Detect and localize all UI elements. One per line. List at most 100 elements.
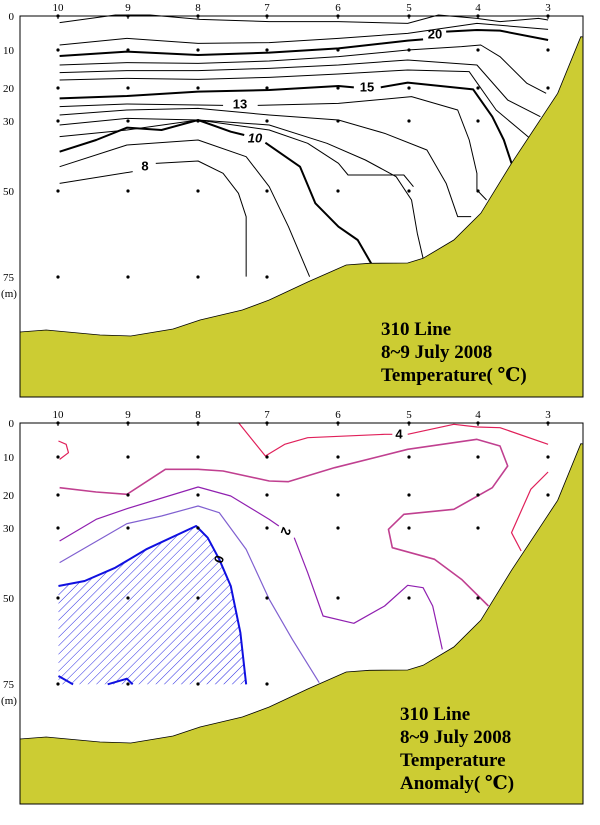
- isotherm-10-line: [60, 120, 245, 152]
- station-label: 4: [475, 409, 481, 421]
- sample-point: [407, 189, 411, 193]
- anomaly-4-line: [238, 423, 392, 456]
- isotherm-line: [60, 70, 530, 138]
- anomaly-1-line: [60, 506, 320, 683]
- sample-point: [336, 493, 340, 497]
- anomaly-2-line: [294, 538, 442, 650]
- sample-point: [407, 86, 411, 90]
- sample-point: [476, 48, 480, 52]
- sample-point: [407, 14, 411, 18]
- depth-tick-label: 0: [9, 418, 15, 430]
- contour-label: 2: [278, 525, 295, 537]
- station-label: 8: [195, 409, 201, 421]
- station-label: 8: [195, 2, 201, 14]
- contour-label: 8: [141, 158, 148, 173]
- depth-tick-label: 20: [3, 83, 15, 95]
- sample-point: [546, 421, 550, 425]
- isotherm-line: [60, 108, 472, 216]
- sample-point: [126, 14, 130, 18]
- sample-point: [265, 421, 269, 425]
- station-label: 7: [264, 409, 270, 421]
- sample-point: [56, 682, 60, 686]
- sample-point: [196, 455, 200, 459]
- anomaly-2-line: [60, 487, 279, 541]
- sample-point: [56, 596, 60, 600]
- depth-tick-label: 20: [3, 490, 15, 502]
- sample-point: [56, 493, 60, 497]
- sample-point: [336, 48, 340, 52]
- isotherm-line: [60, 118, 423, 258]
- sample-point: [196, 275, 200, 279]
- sample-point: [56, 48, 60, 52]
- sample-point: [407, 119, 411, 123]
- isotherm-20-line: [60, 39, 423, 56]
- station-label: 3: [545, 409, 551, 421]
- sample-point: [56, 526, 60, 530]
- isotherm-line: [60, 140, 310, 277]
- sample-point: [407, 48, 411, 52]
- sample-point: [196, 86, 200, 90]
- chart-title-line: 310 Line: [400, 704, 470, 725]
- station-label: 10: [53, 409, 65, 421]
- station-label: 4: [475, 2, 481, 14]
- sample-point: [336, 14, 340, 18]
- sample-point: [476, 421, 480, 425]
- seafloor: [19, 443, 584, 805]
- sample-point: [265, 189, 269, 193]
- isotherm-line: [60, 172, 133, 184]
- anomaly-4-line: [512, 472, 549, 551]
- sample-point: [407, 596, 411, 600]
- contour-label: 10: [248, 130, 263, 145]
- sample-point: [56, 86, 60, 90]
- sample-point: [126, 596, 130, 600]
- sample-point: [196, 596, 200, 600]
- sample-point: [126, 275, 130, 279]
- sample-point: [336, 421, 340, 425]
- sample-point: [196, 493, 200, 497]
- sample-point: [126, 119, 130, 123]
- sample-point: [56, 189, 60, 193]
- plot-frame: [19, 422, 584, 805]
- sample-point: [56, 14, 60, 18]
- station-label: 6: [335, 2, 341, 14]
- anomaly-4-loop-line: [58, 441, 68, 459]
- sample-point: [336, 455, 340, 459]
- sample-point: [336, 189, 340, 193]
- sample-point: [196, 682, 200, 686]
- anomaly-3-line: [60, 439, 508, 606]
- sample-point: [126, 189, 130, 193]
- chart-title-line: 310 Line: [381, 319, 451, 340]
- chart-title-line: Temperature: [400, 750, 506, 771]
- anomaly-0-line: [58, 676, 73, 684]
- sample-point: [476, 119, 480, 123]
- depth-tick-label: 10: [3, 452, 15, 464]
- station-label: 3: [545, 2, 551, 14]
- contour-label: 20: [428, 26, 442, 41]
- sample-point: [476, 526, 480, 530]
- sample-point: [476, 14, 480, 18]
- depth-tick-label: 75: [3, 679, 15, 691]
- isotherm-line: [60, 23, 548, 45]
- anomaly-4-line: [408, 424, 548, 444]
- station-label: 9: [125, 409, 131, 421]
- temperature-section-panel: 10 9 8 7 6 5 4 3 0 10 20 30 50 75 (m) 310 Line 8~9 July …: [0, 0, 600, 400]
- sample-point: [476, 86, 480, 90]
- station-label: 9: [125, 2, 131, 14]
- depth-unit-label: (m): [1, 288, 17, 300]
- isotherm-15-line: [60, 86, 354, 98]
- sample-point: [336, 596, 340, 600]
- sample-point: [265, 493, 269, 497]
- sample-point: [126, 86, 130, 90]
- station-label: 7: [264, 2, 270, 14]
- sample-point: [476, 493, 480, 497]
- temperature-anomaly-section-panel: 10 9 8 7 6 5 4 3 0 10 20 30 50 75 (m) 310 Line 8~9 July …: [0, 407, 600, 807]
- chart-title-line: 8~9 July 2008: [381, 342, 492, 363]
- sample-point: [126, 493, 130, 497]
- sample-point: [56, 275, 60, 279]
- depth-unit-label: (m): [1, 695, 17, 707]
- contour-label: 4: [395, 426, 403, 441]
- sample-point: [196, 119, 200, 123]
- sample-point: [126, 48, 130, 52]
- sample-point: [196, 48, 200, 52]
- sample-point: [336, 119, 340, 123]
